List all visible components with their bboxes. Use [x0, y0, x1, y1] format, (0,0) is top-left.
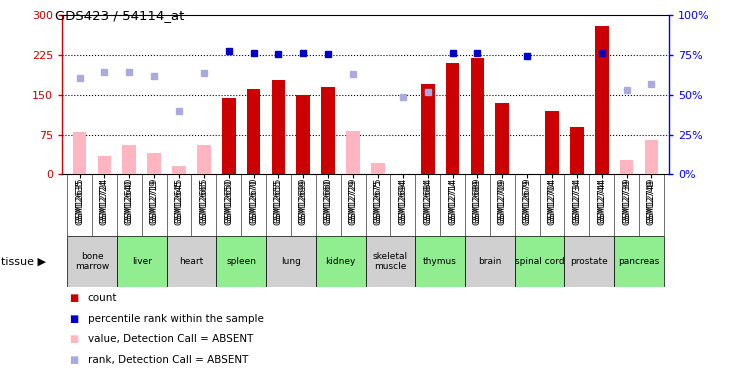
Text: ■: ■ — [69, 314, 79, 324]
Text: GSM12645: GSM12645 — [175, 177, 183, 223]
Bar — [614, 236, 664, 287]
Text: tissue ▶: tissue ▶ — [1, 256, 47, 267]
Bar — [297, 95, 310, 174]
Text: GSM12650: GSM12650 — [224, 177, 233, 223]
Bar — [595, 26, 609, 174]
Bar — [117, 236, 167, 287]
Text: GDS423 / 54114_at: GDS423 / 54114_at — [55, 9, 184, 22]
Text: GSM12719: GSM12719 — [150, 177, 159, 223]
Text: GSM12734: GSM12734 — [572, 177, 581, 223]
Text: percentile rank within the sample: percentile rank within the sample — [88, 314, 264, 324]
Bar — [545, 111, 558, 174]
Bar — [197, 145, 211, 174]
Bar — [564, 236, 614, 287]
Text: GSM12675: GSM12675 — [374, 177, 382, 223]
Bar — [247, 89, 260, 174]
Text: bone
marrow: bone marrow — [75, 252, 109, 271]
Bar — [216, 236, 266, 287]
Bar — [322, 87, 335, 174]
Text: heart: heart — [179, 257, 203, 266]
Bar — [446, 63, 459, 174]
Text: GSM12749: GSM12749 — [647, 177, 656, 223]
Bar — [570, 127, 583, 174]
Text: lung: lung — [281, 257, 301, 266]
Bar — [366, 236, 415, 287]
Bar — [465, 236, 515, 287]
Bar — [496, 103, 509, 174]
Bar — [316, 236, 366, 287]
Text: pancreas: pancreas — [618, 257, 659, 266]
Bar — [122, 145, 136, 174]
Bar — [346, 131, 360, 174]
Bar — [471, 57, 484, 174]
Bar — [272, 80, 285, 174]
Text: GSM12714: GSM12714 — [448, 177, 457, 223]
Bar — [266, 236, 316, 287]
Text: GSM12744: GSM12744 — [597, 177, 606, 223]
Bar — [173, 166, 186, 174]
Text: GSM12679: GSM12679 — [523, 177, 531, 223]
Text: spleen: spleen — [226, 257, 256, 266]
Text: GSM12665: GSM12665 — [200, 177, 208, 223]
Text: GSM12660: GSM12660 — [324, 177, 333, 223]
Text: kidney: kidney — [325, 257, 356, 266]
Text: thymus: thymus — [423, 257, 457, 266]
Text: count: count — [88, 293, 117, 303]
Text: GSM12699: GSM12699 — [299, 177, 308, 223]
Bar — [421, 84, 434, 174]
Bar — [72, 132, 86, 174]
Text: GSM12670: GSM12670 — [249, 177, 258, 223]
Text: rank, Detection Call = ABSENT: rank, Detection Call = ABSENT — [88, 355, 248, 365]
Bar — [97, 156, 111, 174]
Text: prostate: prostate — [570, 257, 608, 266]
Bar — [620, 159, 634, 174]
Bar — [415, 236, 465, 287]
Text: GSM12729: GSM12729 — [349, 177, 357, 223]
Bar — [515, 236, 564, 287]
Text: GSM12724: GSM12724 — [100, 177, 109, 223]
Bar — [222, 98, 235, 174]
Bar — [371, 163, 385, 174]
Text: GSM12694: GSM12694 — [398, 177, 407, 223]
Text: GSM12684: GSM12684 — [423, 177, 432, 223]
Text: GSM12739: GSM12739 — [622, 177, 631, 223]
Text: ■: ■ — [69, 293, 79, 303]
Text: ■: ■ — [69, 355, 79, 365]
Bar — [148, 153, 161, 174]
Text: ■: ■ — [69, 334, 79, 344]
Text: GSM12704: GSM12704 — [548, 177, 556, 223]
Text: GSM12709: GSM12709 — [498, 177, 507, 223]
Text: GSM12640: GSM12640 — [125, 177, 134, 223]
Text: GSM12635: GSM12635 — [75, 177, 84, 223]
Text: spinal cord: spinal cord — [515, 257, 564, 266]
Bar — [167, 236, 216, 287]
Bar — [645, 140, 659, 174]
Bar — [67, 236, 117, 287]
Text: brain: brain — [478, 257, 501, 266]
Text: liver: liver — [132, 257, 152, 266]
Text: skeletal
muscle: skeletal muscle — [373, 252, 408, 271]
Text: GSM12689: GSM12689 — [473, 177, 482, 223]
Text: GSM12655: GSM12655 — [274, 177, 283, 223]
Text: value, Detection Call = ABSENT: value, Detection Call = ABSENT — [88, 334, 253, 344]
